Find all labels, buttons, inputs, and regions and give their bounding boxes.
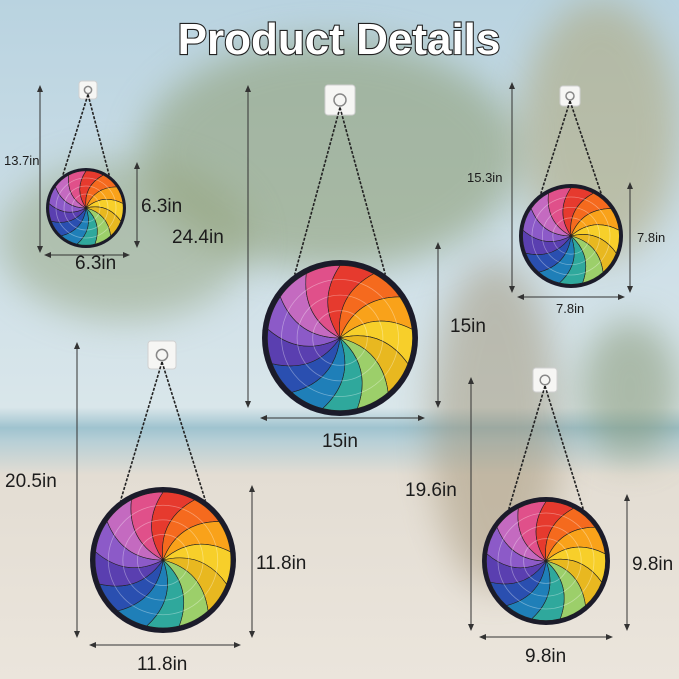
chain — [61, 94, 89, 176]
petal-ring — [497, 512, 595, 610]
suncatcher-product-5: 19.6in 9.8in 9.8in — [405, 367, 673, 667]
diameter-horizontal-label: 7.8in — [556, 301, 584, 316]
diameter-horizontal-label: 9.8in — [525, 646, 566, 667]
diameter-vertical-label: 15in — [450, 316, 486, 337]
petal-ring — [531, 196, 611, 276]
adhesive-hook-icon — [324, 84, 356, 116]
diameter-vertical-label: 7.8in — [637, 230, 665, 245]
chain — [293, 107, 341, 275]
glass-petal — [547, 187, 572, 237]
hook-knob — [83, 85, 93, 95]
glass-petal — [130, 491, 164, 561]
chain — [544, 385, 584, 510]
glass-petal — [305, 265, 341, 339]
chain — [569, 100, 602, 194]
glass-petal — [68, 170, 87, 209]
suncatcher-product-3: 15.3in 7.8in 7.8in — [467, 82, 665, 316]
petal-ring — [137, 534, 189, 586]
diameter-vertical-label: 6.3in — [141, 196, 182, 217]
glass-petal — [517, 501, 547, 562]
diameter-vertical-label: 9.8in — [632, 554, 673, 575]
petal-ring — [312, 310, 368, 366]
chain — [540, 100, 571, 194]
adhesive-hook-icon — [147, 340, 177, 370]
hook-knob — [539, 374, 551, 386]
suncatcher-product-2: 24.4in 15in 15in — [172, 84, 486, 452]
diameter-vertical-label: 11.8in — [256, 553, 306, 574]
petal-ring — [122, 519, 204, 601]
petal-ring — [55, 177, 117, 239]
diameter-horizontal-label: 11.8in — [137, 654, 187, 675]
petal-ring — [296, 294, 384, 382]
petal-ring — [552, 217, 590, 255]
adhesive-hook-icon — [532, 367, 558, 393]
adhesive-hook-icon — [559, 85, 581, 107]
height-label: 15.3in — [467, 170, 502, 185]
diameter-horizontal-label: 6.3in — [75, 253, 116, 274]
chain — [87, 94, 111, 176]
petal-ring — [281, 279, 399, 397]
chain — [161, 361, 207, 501]
petal-ring — [542, 206, 601, 265]
chain — [339, 107, 387, 275]
bush-blur — [580, 320, 679, 460]
height-label: 13.7in — [4, 153, 39, 168]
hook-knob — [565, 91, 575, 101]
adhesive-hook-icon — [78, 80, 98, 100]
suncatcher-product-4: 20.5in 11.8in 11.8in — [5, 340, 306, 675]
hook-knob — [155, 348, 169, 362]
height-label: 20.5in — [5, 471, 57, 492]
petal-ring — [510, 525, 582, 597]
diameter-horizontal-label: 15in — [322, 431, 358, 452]
page-title: Product Details — [178, 15, 501, 64]
height-label: 19.6in — [405, 480, 457, 501]
chain — [119, 361, 163, 501]
petal-ring — [107, 504, 219, 616]
petal-ring — [71, 193, 101, 223]
chain — [508, 385, 546, 510]
height-label: 24.4in — [172, 227, 224, 248]
petal-ring — [63, 185, 109, 231]
petal-ring — [523, 538, 569, 584]
hook-knob — [333, 93, 347, 107]
suncatcher-product-1: 13.7in 6.3in 6.3in — [4, 80, 182, 274]
